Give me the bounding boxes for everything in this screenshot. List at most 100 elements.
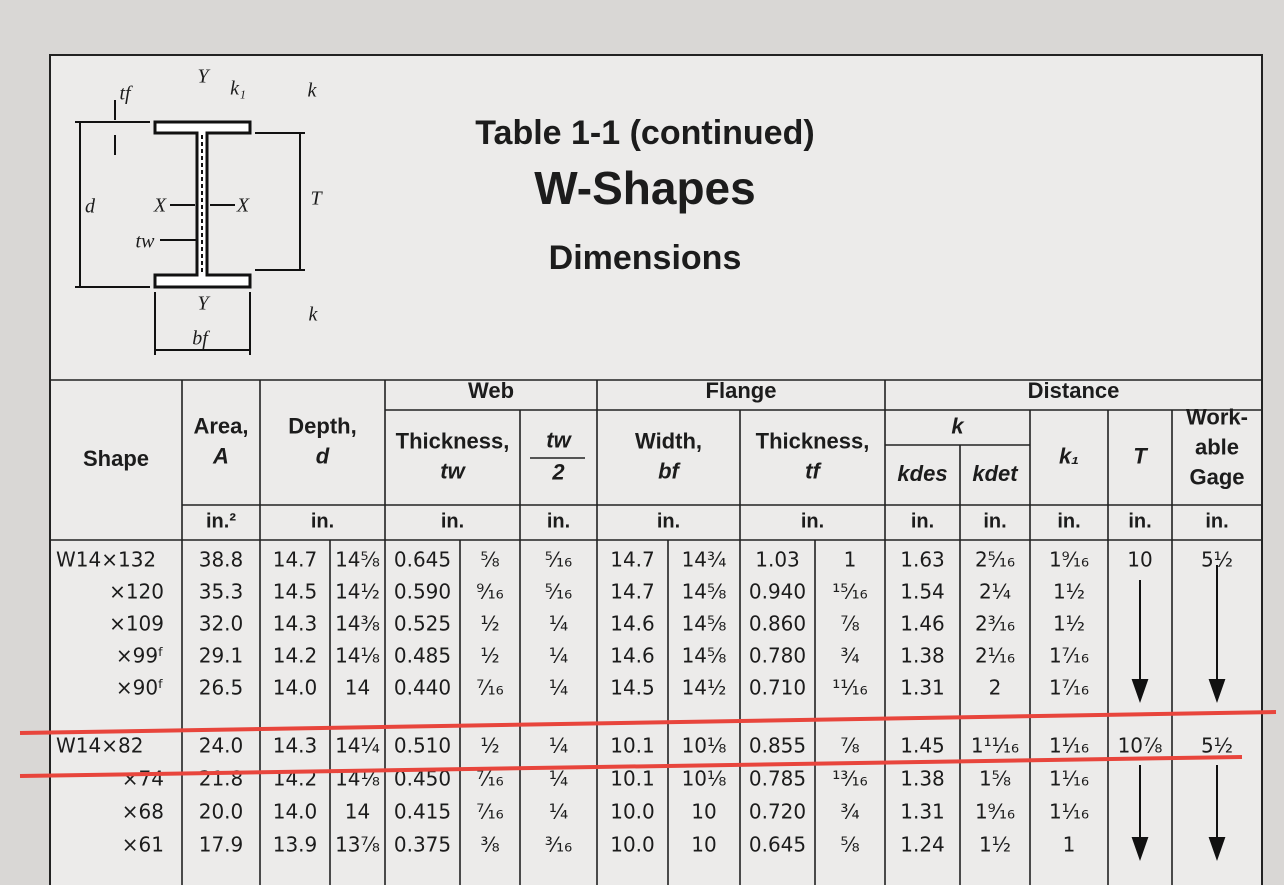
- table-cell: 0.645: [394, 548, 451, 572]
- diagram-label: bf: [192, 328, 210, 350]
- group-header: Web: [468, 378, 514, 403]
- table-cell: 14.2: [273, 644, 318, 668]
- table-cell: 0.525: [394, 612, 451, 636]
- table-cell: ¹⁄₄: [549, 734, 568, 758]
- table-cell: ¹⁄₂: [480, 734, 499, 758]
- table-rules: [50, 379, 1262, 885]
- table-cell: 14¹⁄₂: [335, 580, 380, 604]
- table-cell: 13⁷⁄₈: [335, 833, 380, 857]
- diagram-label: tf: [119, 83, 133, 105]
- table-cell: 0.415: [394, 800, 451, 824]
- unit-label: in.: [983, 510, 1006, 532]
- column-header: A: [212, 443, 229, 468]
- table-cell: 10¹⁄₈: [682, 767, 727, 791]
- table-cell: 1.03: [755, 548, 800, 572]
- table-cell: ¹⁄₄: [549, 676, 568, 700]
- table-cell: ¹⁄₄: [549, 612, 568, 636]
- table-cell: 10⁷⁄₈: [1118, 734, 1163, 758]
- table-cell: 0.375: [394, 833, 451, 857]
- unit-label: in.: [657, 510, 680, 532]
- table-cell: 14: [345, 676, 370, 700]
- unit-label: in.: [1205, 510, 1228, 532]
- table-cell: ³⁄₄: [840, 644, 859, 668]
- group-header: Flange: [706, 378, 777, 403]
- table-cell: 0.720: [749, 800, 806, 824]
- table-cell: 10: [1127, 548, 1152, 572]
- table-cell: 0.940: [749, 580, 806, 604]
- table-cell: 1¹⁄₂: [1053, 612, 1085, 636]
- table-cell: 0.860: [749, 612, 806, 636]
- table-cell: 1.31: [900, 676, 945, 700]
- table-cell: 14.5: [273, 580, 318, 604]
- table-cell: 0.510: [394, 734, 451, 758]
- column-header: Area,: [193, 413, 248, 438]
- table-cell: 14³⁄₄: [682, 548, 727, 572]
- table-cell: 32.0: [199, 612, 244, 636]
- table-cell: 38.8: [199, 548, 244, 572]
- table-cell: ¹⁄₂: [480, 612, 499, 636]
- table-cell: 14.3: [273, 612, 318, 636]
- table-cell: ¹³⁄₁₆: [832, 767, 867, 791]
- i-beam-diagram: [75, 100, 305, 355]
- table-cell: 5¹⁄₂: [1201, 734, 1233, 758]
- unit-label: in.: [547, 510, 570, 532]
- table-cell: 2¹⁄₁₆: [975, 644, 1015, 668]
- table-cell: 1⁵⁄₈: [979, 767, 1011, 791]
- table-cell: 0.590: [394, 580, 451, 604]
- table-cell: 10.1: [610, 734, 655, 758]
- caption: Dimensions: [549, 239, 742, 277]
- table-cell: ³⁄₈: [480, 833, 499, 857]
- column-header: kdet: [972, 461, 1019, 486]
- table-cell: 1.63: [900, 548, 945, 572]
- table-cell: 10.1: [610, 767, 655, 791]
- shape-name: ×109: [109, 612, 164, 636]
- column-header: 2: [551, 459, 565, 484]
- shape-name: W14×82: [56, 734, 143, 758]
- table-cell: ⁷⁄₁₆: [476, 800, 503, 824]
- table-cell: ⁵⁄₈: [480, 548, 499, 572]
- table-cell: 10.0: [610, 833, 655, 857]
- column-header: tw: [440, 458, 466, 483]
- table-cell: 1¹⁄₁₆: [1049, 767, 1089, 791]
- table-cell: 14.3: [273, 734, 318, 758]
- table-cell: 14.7: [610, 580, 655, 604]
- column-header: Gage: [1189, 464, 1244, 489]
- column-header: k₁: [1059, 443, 1079, 468]
- table-cell: 1: [844, 548, 857, 572]
- table-cell: 2: [989, 676, 1002, 700]
- shape-name: ×74: [122, 767, 164, 791]
- table-cell: 24.0: [199, 734, 244, 758]
- diagram-label: X: [153, 195, 167, 217]
- subtitle: W-Shapes: [534, 162, 755, 214]
- highlight-line: [19, 710, 1277, 735]
- table-cell: ³⁄₁₆: [545, 833, 572, 857]
- table-cell: 1.45: [900, 734, 945, 758]
- column-header: Width,: [635, 428, 702, 453]
- column-header: d: [316, 443, 330, 468]
- table-cell: 1.38: [900, 644, 945, 668]
- table-cell: 0.485: [394, 644, 451, 668]
- table-cell: ¹⁄₄: [549, 644, 568, 668]
- table-cell: ¹⁄₂: [480, 644, 499, 668]
- diagram-label: X: [236, 195, 250, 217]
- table-cell: ⁵⁄₁₆: [545, 580, 572, 604]
- column-header: bf: [658, 458, 681, 483]
- diagram-label: k₁: [230, 78, 246, 100]
- diagram-label: tw: [136, 231, 156, 253]
- shape-name: ×61: [122, 833, 164, 857]
- table-cell: 1⁹⁄₁₆: [975, 800, 1015, 824]
- table-cell: 2⁵⁄₁₆: [975, 548, 1015, 572]
- table-cell: 1¹⁄₁₆: [1049, 800, 1089, 824]
- table-cell: 1⁷⁄₁₆: [1049, 676, 1089, 700]
- diagram-label: k: [308, 80, 318, 102]
- column-header: Shape: [83, 446, 149, 471]
- table-cell: 14¹⁄₄: [335, 734, 380, 758]
- column-header: k: [951, 413, 965, 438]
- unit-label: in.: [801, 510, 824, 532]
- table-cell: 14⁵⁄₈: [682, 612, 727, 636]
- table-frame: [49, 54, 1263, 885]
- column-header: T: [1133, 443, 1148, 468]
- column-header: Depth,: [288, 413, 356, 438]
- column-header: able: [1195, 434, 1239, 459]
